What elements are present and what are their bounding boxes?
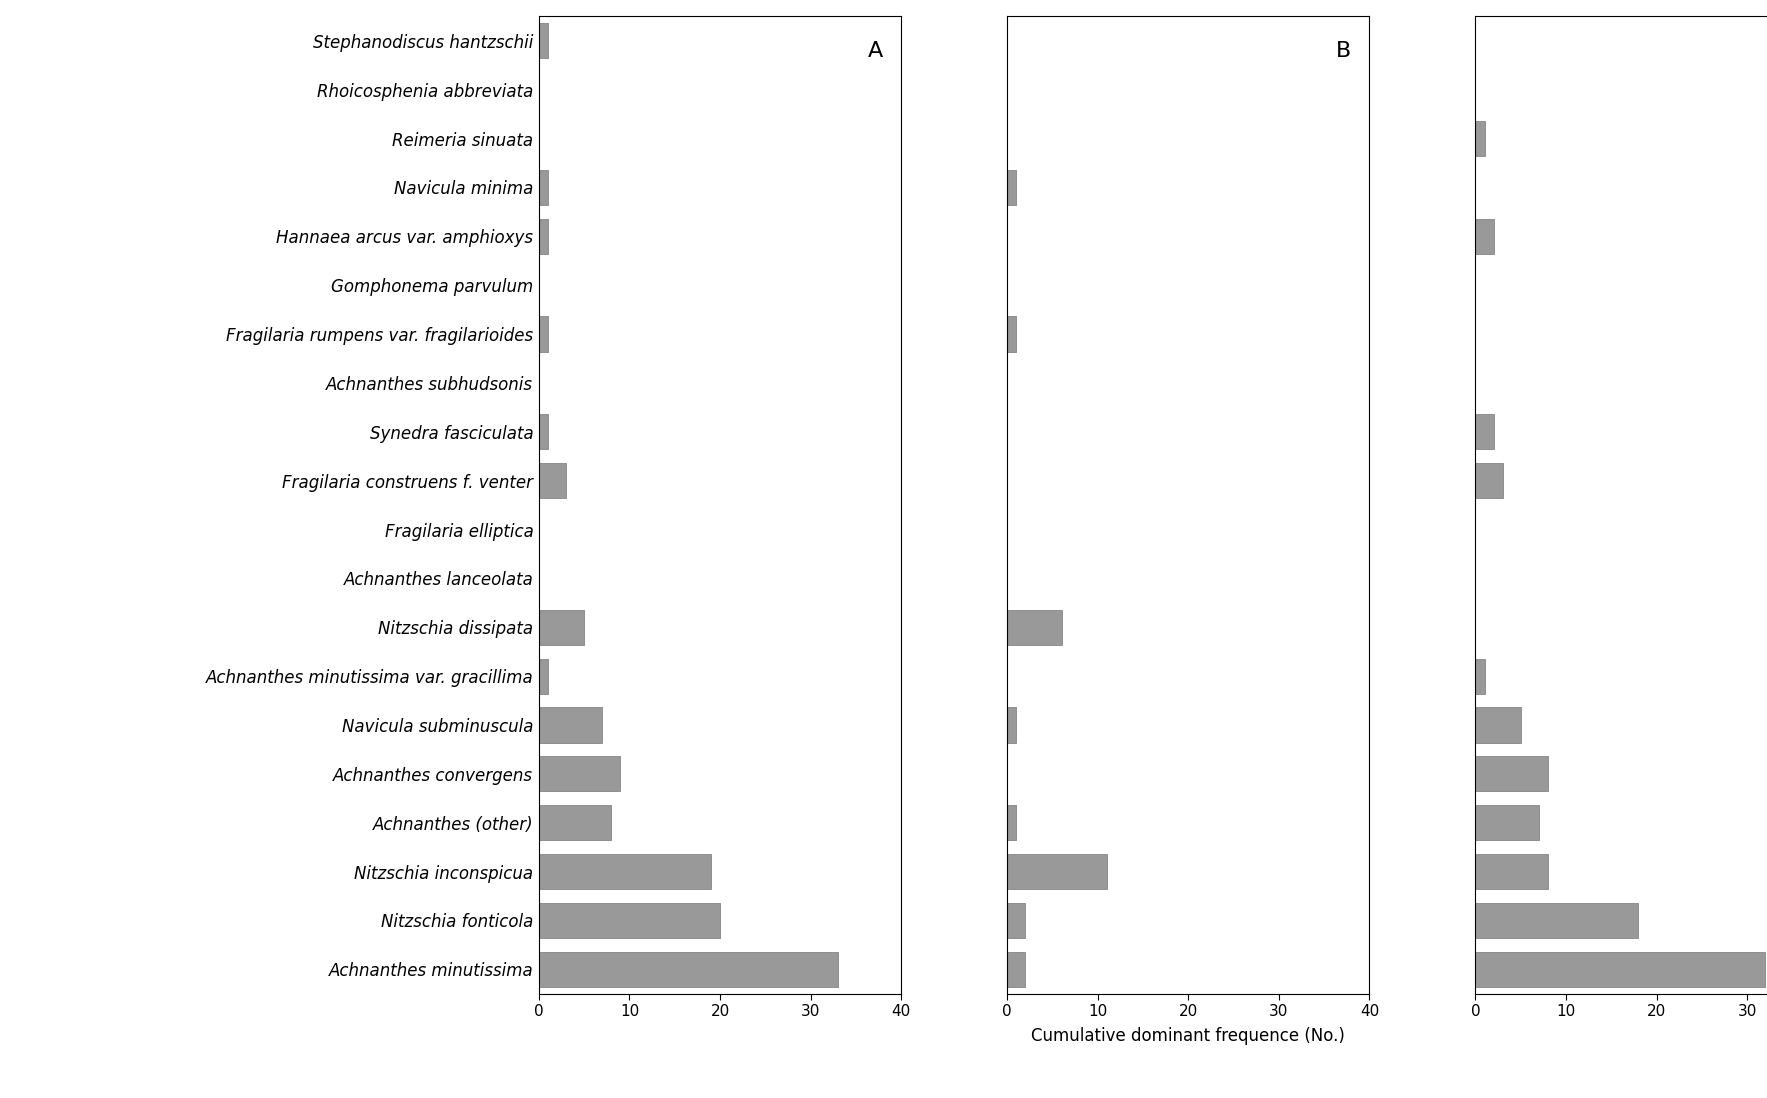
Bar xyxy=(539,707,603,742)
Bar xyxy=(1475,903,1638,938)
Bar xyxy=(1475,854,1548,889)
Bar xyxy=(539,609,585,645)
Bar xyxy=(1007,854,1106,889)
Bar xyxy=(1007,805,1016,840)
Bar xyxy=(539,316,548,351)
Bar xyxy=(1475,463,1502,498)
Bar xyxy=(539,659,548,694)
Bar xyxy=(1007,707,1016,742)
X-axis label: Cumulative dominant frequence (No.): Cumulative dominant frequence (No.) xyxy=(1032,1028,1345,1045)
Text: A: A xyxy=(868,41,884,60)
Bar xyxy=(1007,609,1062,645)
Bar xyxy=(1007,952,1025,987)
Bar xyxy=(1475,707,1521,742)
Bar xyxy=(1475,414,1493,449)
Bar xyxy=(1007,170,1016,205)
Bar xyxy=(539,805,611,840)
Bar xyxy=(539,757,620,792)
Bar xyxy=(1475,219,1493,254)
Bar xyxy=(539,170,548,205)
Bar xyxy=(539,219,548,254)
Bar xyxy=(1007,316,1016,351)
Bar xyxy=(1475,659,1484,694)
Bar xyxy=(539,952,838,987)
Bar xyxy=(1475,805,1539,840)
Text: B: B xyxy=(1336,41,1352,60)
Bar xyxy=(539,854,710,889)
Bar xyxy=(1007,903,1025,938)
Bar xyxy=(1475,757,1548,792)
Bar xyxy=(539,903,721,938)
Bar xyxy=(1475,952,1765,987)
Bar xyxy=(539,463,565,498)
Bar xyxy=(539,23,548,58)
Bar xyxy=(1475,121,1484,156)
Bar xyxy=(539,414,548,449)
